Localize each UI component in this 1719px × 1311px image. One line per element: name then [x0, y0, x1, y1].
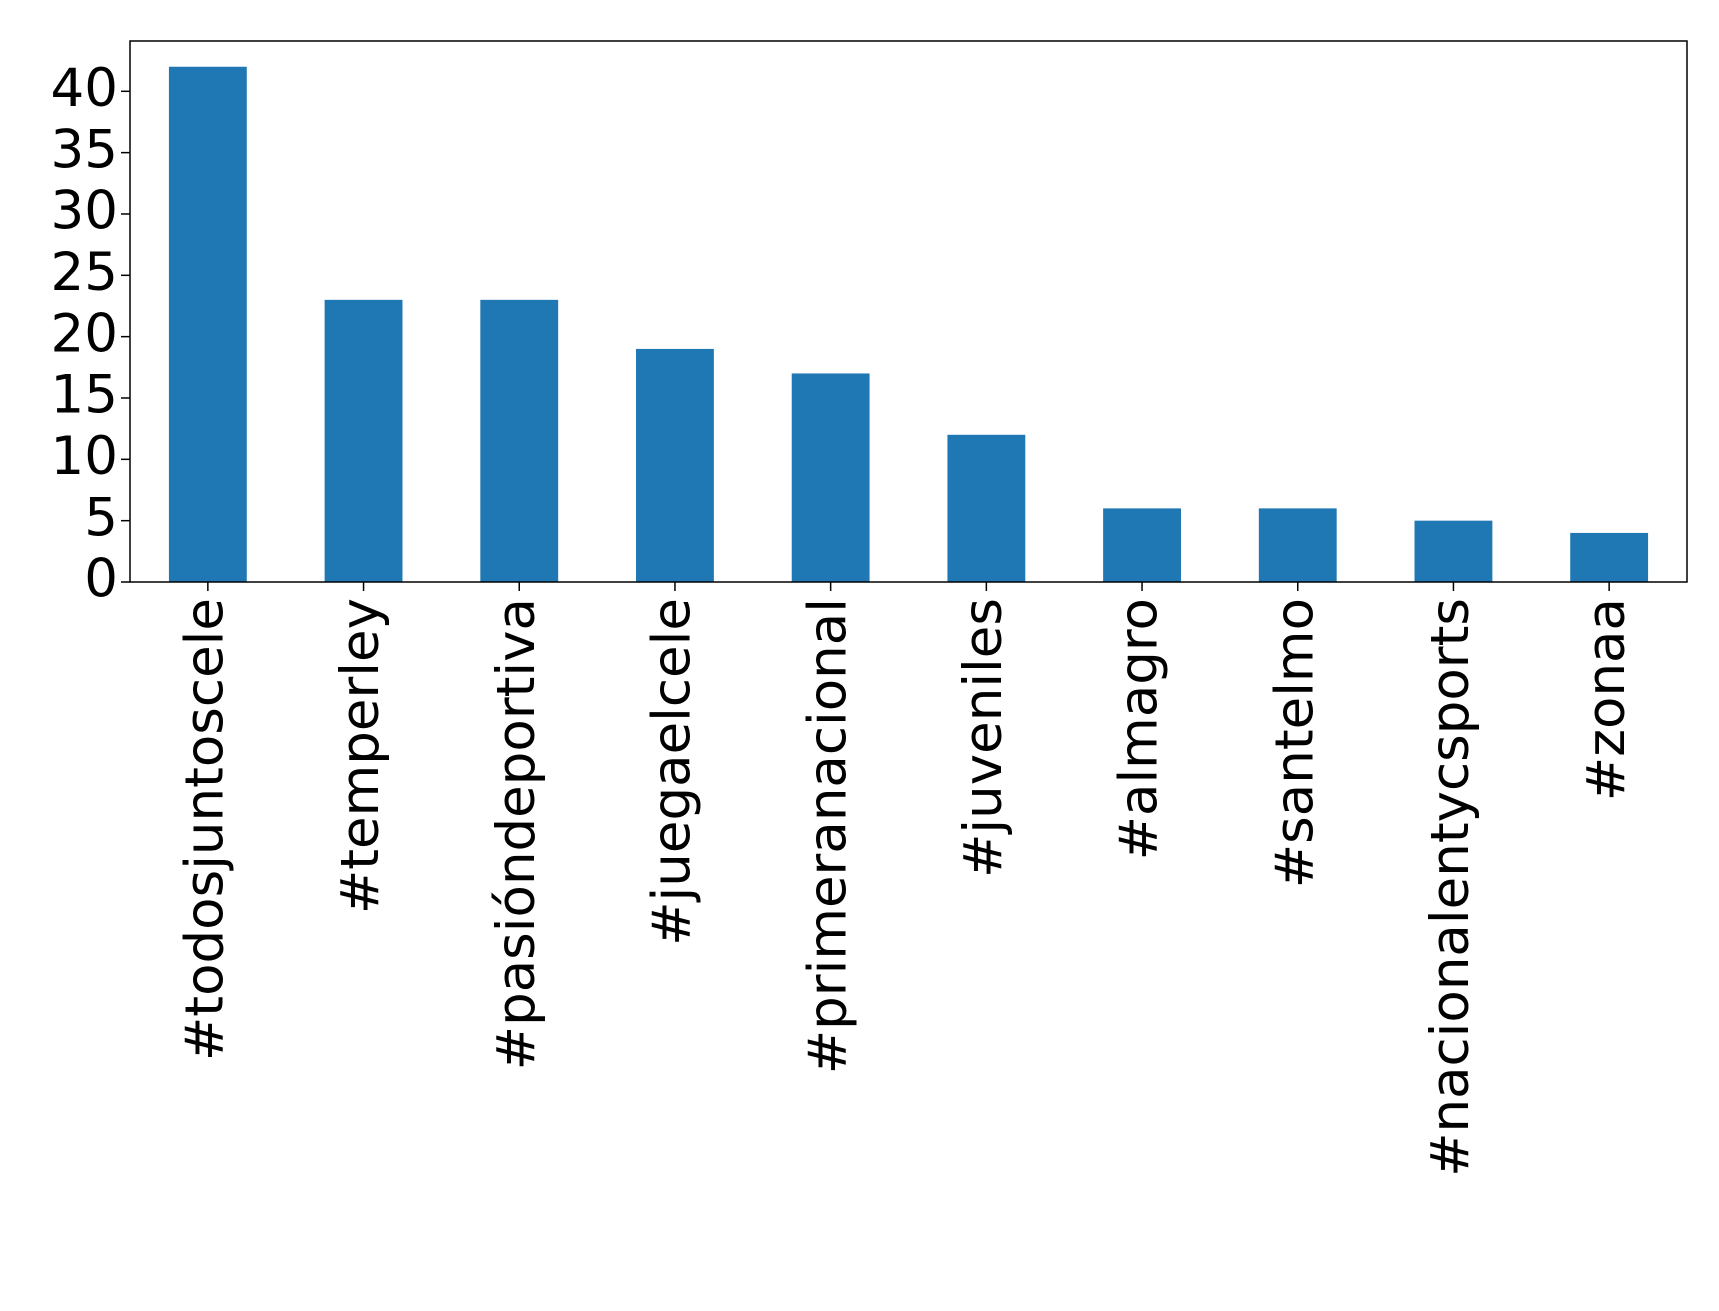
- y-tick-label: 5: [84, 487, 118, 548]
- x-tick-label: #primeranacional: [797, 598, 858, 1074]
- x-tick-label: #nacionalentycsports: [1420, 598, 1481, 1177]
- bar: [1258, 508, 1337, 582]
- y-tick-label: 40: [51, 58, 118, 119]
- x-tick-label: #zonaa: [1576, 598, 1637, 801]
- x-tick-label: #juveniles: [953, 598, 1014, 878]
- bar: [480, 299, 559, 582]
- bar: [324, 299, 403, 582]
- y-tick-label: 25: [51, 242, 118, 303]
- x-tick-label: #almagro: [1109, 598, 1170, 860]
- bar: [1103, 508, 1181, 582]
- y-tick-label: 20: [51, 303, 118, 364]
- x-tick-label: #santelmo: [1264, 598, 1325, 888]
- y-tick-label: 0: [84, 549, 118, 610]
- bar: [947, 434, 1026, 582]
- x-tick-label: #pasióndeportiva: [486, 598, 547, 1070]
- y-tick-label: 30: [51, 181, 118, 242]
- bar: [636, 348, 714, 582]
- x-tick-label: #todosjuntoscele: [174, 598, 235, 1061]
- bar: [168, 66, 247, 582]
- x-tick-label: #juegaelcele: [642, 598, 703, 946]
- x-tick-label: #temperley: [330, 598, 391, 914]
- bar: [791, 373, 870, 582]
- bar: [1570, 532, 1649, 582]
- plot-frame: [129, 40, 1688, 583]
- bar: [1414, 520, 1493, 582]
- y-tick-label: 35: [51, 119, 118, 180]
- y-tick-label: 10: [51, 426, 118, 487]
- y-tick-label: 15: [51, 365, 118, 426]
